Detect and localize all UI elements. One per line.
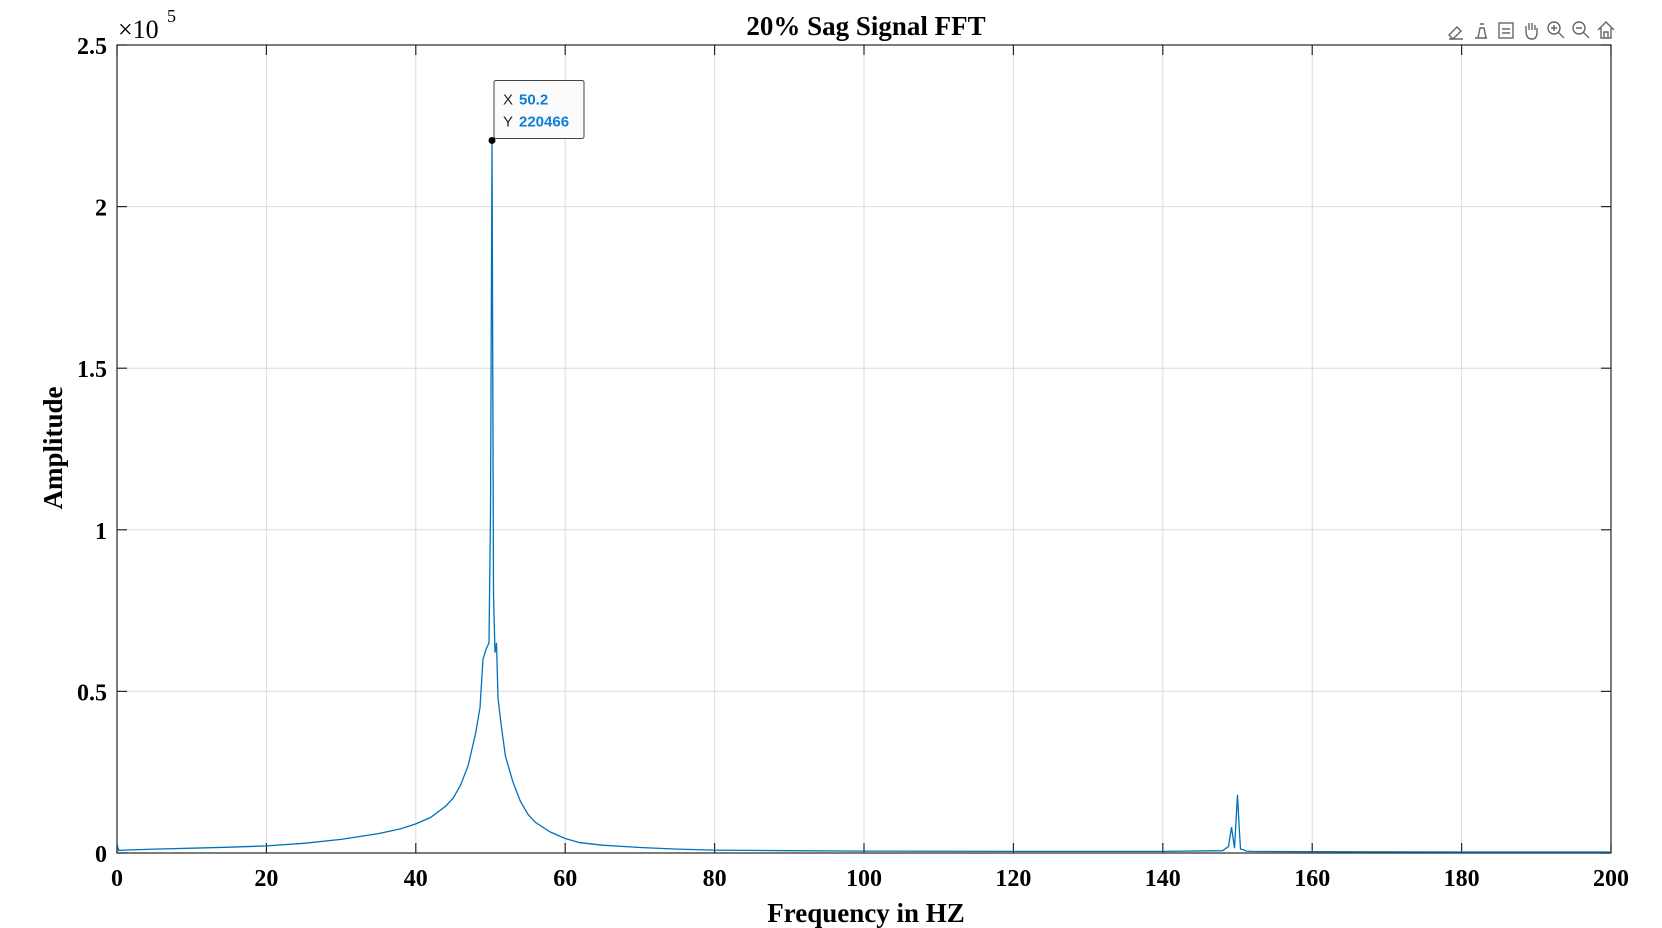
axes-toolbar xyxy=(1446,20,1616,40)
y-tick-label: 2 xyxy=(95,196,107,222)
data-tip-x-key: X xyxy=(503,91,513,108)
x-tick-label: 100 xyxy=(846,866,882,892)
y-tick-label: 0.5 xyxy=(77,680,107,706)
y-tick-label: 2.5 xyxy=(77,34,107,60)
x-tick-label: 40 xyxy=(404,866,428,892)
zoom-in-icon[interactable] xyxy=(1546,20,1566,40)
brush-icon[interactable] xyxy=(1446,20,1466,40)
x-tick-label: 140 xyxy=(1145,866,1181,892)
chart-title: 20% Sag Signal FFT xyxy=(746,11,985,41)
data-tip-box xyxy=(493,79,585,139)
zoom-out-icon[interactable] xyxy=(1571,20,1591,40)
x-tick-labels: 0 20 40 60 80 100 120 140 160 180 200 xyxy=(111,866,1629,892)
y-axis-label: Amplitude xyxy=(38,386,68,509)
y-tick-label: 0 xyxy=(95,842,107,868)
x-tick-label: 180 xyxy=(1444,866,1480,892)
home-icon[interactable] xyxy=(1596,20,1616,40)
y-tick-label: 1.5 xyxy=(77,357,107,383)
x-tick-label: 200 xyxy=(1593,866,1629,892)
data-tip-y-key: Y xyxy=(503,113,513,130)
y-multiplier-base: ×10 xyxy=(118,15,159,44)
data-tip-marker[interactable] xyxy=(488,136,496,144)
y-multiplier-exponent: 5 xyxy=(167,6,176,26)
pan-icon[interactable] xyxy=(1521,20,1541,40)
x-tick-label: 160 xyxy=(1294,866,1330,892)
data-tip-x-value: 50.2 xyxy=(519,91,548,108)
x-tick-label: 60 xyxy=(553,866,577,892)
x-tick-label: 0 xyxy=(111,866,123,892)
data-tip[interactable]: X 50.2 Y 220466 xyxy=(488,79,585,144)
y-multiplier: ×10 5 xyxy=(118,6,176,44)
y-tick-labels: 0 0.5 1 1.5 2 2.5 xyxy=(77,34,107,868)
y-tick-label: 1 xyxy=(95,519,107,545)
x-tick-label: 80 xyxy=(703,866,727,892)
x-tick-label: 120 xyxy=(995,866,1031,892)
data-tip-icon[interactable] xyxy=(1471,20,1491,40)
restore-view-icon[interactable] xyxy=(1496,20,1516,40)
data-tip-y-value: 220466 xyxy=(519,113,569,130)
x-axis-label: Frequency in HZ xyxy=(767,898,965,928)
x-tick-label: 20 xyxy=(254,866,278,892)
series-line xyxy=(116,140,1611,853)
grid-layer xyxy=(117,45,1611,853)
